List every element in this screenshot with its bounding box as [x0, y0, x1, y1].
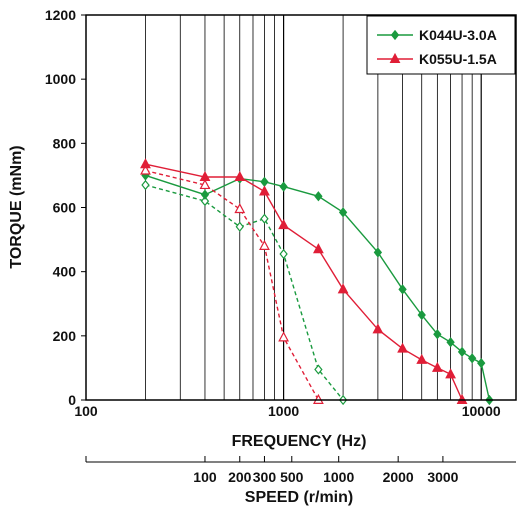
speed-tick-label: 300 — [253, 469, 277, 485]
k044u-pullout-line — [145, 174, 491, 401]
series-layer — [140, 158, 494, 406]
k055u-pullin-point — [199, 178, 211, 190]
x-tick-label: 1000 — [268, 403, 299, 419]
y-tick-label: 1200 — [45, 7, 76, 23]
x-tick-label: 100 — [74, 403, 98, 419]
k044u-pullin-line — [145, 184, 344, 401]
speed-tick-labels: 100 200 300 500 1000 2000 3000 — [193, 456, 459, 485]
k055u-pullout-group — [140, 158, 468, 404]
x-tick-label: 10000 — [462, 403, 501, 419]
k044u-pullout-point — [457, 346, 467, 358]
k055u-pullout-point — [234, 170, 246, 182]
x-axis-title: FREQUENCY (Hz) — [232, 433, 367, 450]
legend: K044U-3.0A K055U-1.5A — [366, 15, 516, 75]
x-tick-labels: 100 1000 10000 — [74, 403, 501, 419]
y-tick-labels: 0 200 400 600 800 1000 1200 — [45, 7, 86, 408]
k055u-pullin-point — [140, 164, 151, 175]
k044u-pullin-point — [260, 213, 269, 224]
legend-label-k055u: K055U-1.5A — [419, 51, 497, 67]
legend-marker-k055u — [389, 52, 401, 64]
y-tick-label: 0 — [68, 392, 76, 408]
y-tick-label: 200 — [53, 328, 77, 344]
k055u-pullin-group — [140, 164, 324, 404]
speed-tick-label: 500 — [280, 469, 304, 485]
k044u-pullin-point — [279, 248, 288, 260]
y-tick-label: 600 — [53, 200, 77, 216]
k044u-pullout-point — [446, 337, 455, 348]
k044u-pullin-group — [141, 179, 348, 406]
k044u-pullin-point — [141, 179, 150, 191]
k044u-pullout-point — [314, 191, 323, 202]
k055u-pullout-line — [145, 163, 463, 401]
k055u-pullout-point — [431, 361, 443, 372]
k055u-pullout-point — [416, 353, 428, 364]
k044u-pullout-point — [200, 189, 210, 200]
y-tick-label: 800 — [53, 135, 77, 151]
speed-tick-label: 2000 — [383, 469, 414, 485]
speed-tick-label: 1000 — [323, 469, 354, 485]
k044u-pullin-point — [200, 195, 210, 207]
k055u-pullin-point — [234, 203, 246, 214]
speed-tick-label: 3000 — [427, 469, 458, 485]
k055u-pullout-point — [278, 219, 290, 230]
k055u-pullout-point — [445, 368, 456, 379]
k055u-pullout-point — [140, 158, 151, 169]
y-tick-label: 1000 — [45, 71, 76, 87]
k055u-pullin-point — [259, 239, 270, 250]
k044u-pullout-point — [279, 181, 288, 192]
k055u-pullout-point — [312, 243, 324, 254]
k044u-pullout-point — [417, 309, 426, 321]
speed-tick-label: 200 — [228, 469, 252, 485]
k044u-pullin-point — [235, 221, 244, 232]
legend-label-k044u: K044U-3.0A — [419, 27, 497, 43]
k055u-pullout-point — [259, 185, 270, 196]
k055u-pullout-point — [372, 323, 384, 334]
k044u-pullin-point — [314, 364, 323, 375]
y-tick-label: 400 — [53, 264, 77, 280]
k044u-pullout-point — [373, 247, 383, 258]
y-axis-title: TORQUE (mNm) — [8, 145, 25, 268]
k044u-pullout-point — [433, 329, 442, 340]
k055u-pullout-point — [199, 170, 211, 182]
k055u-pullout-point — [397, 342, 408, 353]
legend-marker-k044u — [390, 29, 400, 41]
legend-box — [366, 15, 516, 75]
speed-tick-label: 100 — [193, 469, 217, 485]
k055u-pullin-point — [278, 331, 290, 342]
k055u-pullin-line — [145, 169, 320, 401]
k044u-pullout-point — [260, 176, 269, 187]
speed-axis-title: SPEED (r/min) — [245, 489, 353, 506]
k044u-pullout-point — [477, 357, 486, 369]
k044u-pullout-point — [338, 207, 348, 218]
k044u-pullout-point — [398, 284, 407, 295]
k044u-pullout-point — [467, 353, 477, 364]
k055u-pullout-point — [337, 283, 349, 294]
